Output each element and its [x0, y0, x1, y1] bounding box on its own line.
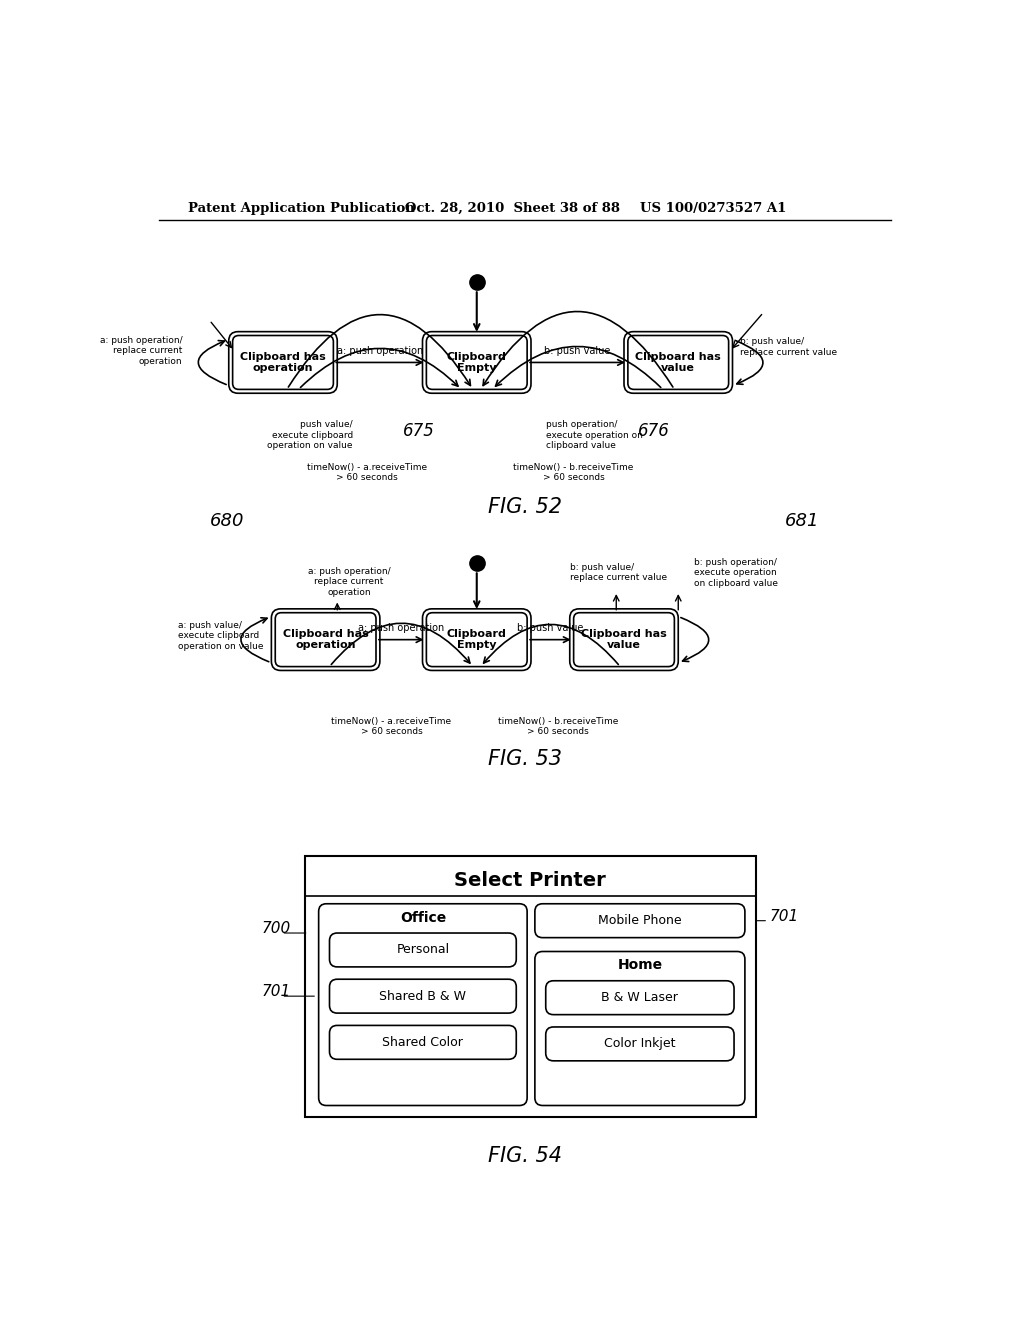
Text: b: push operation/
execute operation
on clipboard value: b: push operation/ execute operation on … — [693, 558, 778, 587]
FancyBboxPatch shape — [628, 335, 729, 389]
Text: Shared B & W: Shared B & W — [379, 990, 466, 1003]
FancyBboxPatch shape — [275, 612, 376, 667]
Text: timeNow() - b.receiveTime
> 60 seconds: timeNow() - b.receiveTime > 60 seconds — [513, 462, 634, 482]
Text: Shared Color: Shared Color — [382, 1036, 463, 1049]
FancyBboxPatch shape — [271, 609, 380, 671]
Text: Clipboard has
value: Clipboard has value — [582, 628, 667, 651]
Text: Clipboard
Empty: Clipboard Empty — [446, 628, 507, 651]
Text: a: push value/
execute clipboard
operation on value: a: push value/ execute clipboard operati… — [178, 620, 264, 651]
Text: push operation/
execute operation on
clipboard value: push operation/ execute operation on cli… — [547, 420, 643, 450]
FancyBboxPatch shape — [318, 904, 527, 1106]
FancyBboxPatch shape — [423, 331, 531, 393]
Text: FIG. 52: FIG. 52 — [487, 498, 562, 517]
Text: FIG. 53: FIG. 53 — [487, 748, 562, 770]
FancyBboxPatch shape — [330, 979, 516, 1014]
Text: Clipboard has
operation: Clipboard has operation — [240, 351, 326, 374]
Text: US 100/0273527 A1: US 100/0273527 A1 — [640, 202, 785, 215]
FancyBboxPatch shape — [535, 904, 744, 937]
Text: b: push value/
replace current value: b: push value/ replace current value — [740, 338, 838, 356]
FancyBboxPatch shape — [423, 609, 531, 671]
FancyBboxPatch shape — [228, 331, 337, 393]
Text: Clipboard has
value: Clipboard has value — [635, 351, 721, 374]
FancyBboxPatch shape — [330, 933, 516, 966]
Text: Patent Application Publication: Patent Application Publication — [188, 202, 415, 215]
Text: a: push operation: a: push operation — [358, 623, 444, 634]
FancyBboxPatch shape — [305, 857, 756, 1117]
Text: Clipboard has
operation: Clipboard has operation — [283, 628, 369, 651]
Text: Clipboard
Empty: Clipboard Empty — [446, 351, 507, 374]
Text: Home: Home — [617, 958, 663, 973]
Text: Personal: Personal — [396, 944, 450, 957]
Text: 675: 675 — [403, 422, 435, 440]
FancyBboxPatch shape — [546, 1027, 734, 1061]
FancyBboxPatch shape — [330, 1026, 516, 1059]
Text: Color Inkjet: Color Inkjet — [604, 1038, 676, 1051]
Text: 680: 680 — [209, 512, 244, 531]
Text: a: push operation: a: push operation — [337, 346, 423, 356]
Text: timeNow() - b.receiveTime
> 60 seconds: timeNow() - b.receiveTime > 60 seconds — [498, 717, 618, 737]
Text: 700: 700 — [262, 921, 291, 936]
FancyBboxPatch shape — [624, 331, 732, 393]
FancyBboxPatch shape — [232, 335, 334, 389]
FancyBboxPatch shape — [426, 335, 527, 389]
Text: Select Printer: Select Printer — [455, 871, 606, 890]
Text: 701: 701 — [770, 908, 799, 924]
Text: 681: 681 — [785, 512, 819, 531]
FancyBboxPatch shape — [573, 612, 675, 667]
FancyBboxPatch shape — [426, 612, 527, 667]
Text: push value/
execute clipboard
operation on value: push value/ execute clipboard operation … — [267, 420, 352, 450]
Text: a: push operation/
replace current
operation: a: push operation/ replace current opera… — [307, 568, 390, 597]
Text: timeNow() - a.receiveTime
> 60 seconds: timeNow() - a.receiveTime > 60 seconds — [306, 462, 427, 482]
Text: 676: 676 — [638, 422, 670, 440]
Text: b: push value: b: push value — [545, 346, 610, 356]
Text: b: push value: b: push value — [517, 623, 584, 634]
Text: a: push operation/
replace current
operation: a: push operation/ replace current opera… — [99, 337, 182, 366]
FancyBboxPatch shape — [546, 981, 734, 1015]
Text: Office: Office — [399, 911, 446, 924]
Text: FIG. 54: FIG. 54 — [487, 1146, 562, 1166]
Text: 701: 701 — [262, 985, 291, 999]
Text: b: push value/
replace current value: b: push value/ replace current value — [569, 562, 667, 582]
FancyBboxPatch shape — [535, 952, 744, 1106]
Text: B & W Laser: B & W Laser — [601, 991, 678, 1005]
Text: timeNow() - a.receiveTime
> 60 seconds: timeNow() - a.receiveTime > 60 seconds — [332, 717, 452, 737]
Text: Oct. 28, 2010  Sheet 38 of 88: Oct. 28, 2010 Sheet 38 of 88 — [406, 202, 621, 215]
Text: Mobile Phone: Mobile Phone — [598, 915, 682, 927]
FancyBboxPatch shape — [569, 609, 678, 671]
